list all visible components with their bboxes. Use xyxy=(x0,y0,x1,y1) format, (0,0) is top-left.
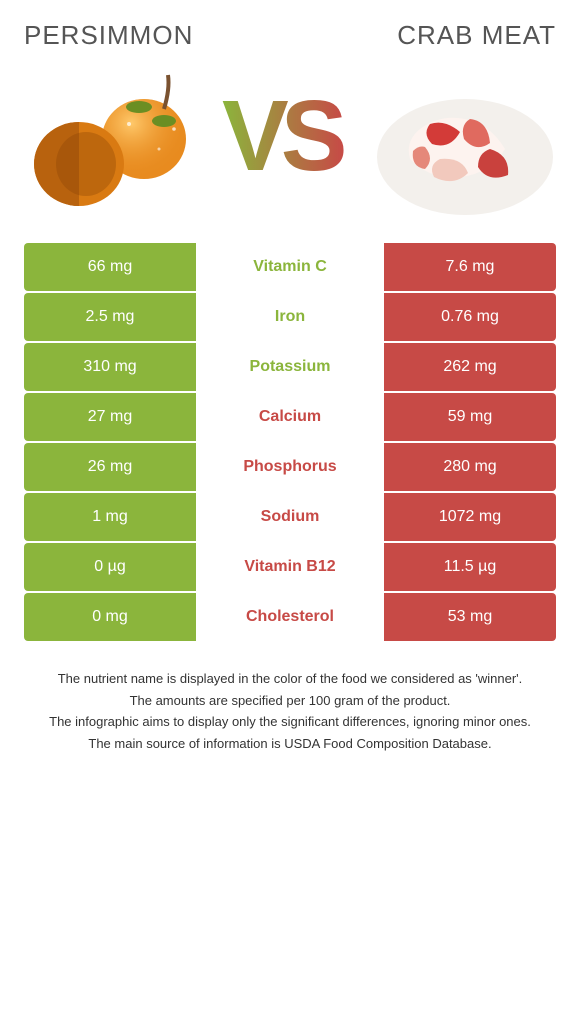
nutrient-label: Cholesterol xyxy=(196,593,384,641)
right-food-title: Crab meat xyxy=(397,20,556,51)
left-value-cell: 66 mg xyxy=(24,243,196,291)
nutrient-table: 66 mgVitamin C7.6 mg2.5 mgIron0.76 mg310… xyxy=(24,243,556,641)
table-row: 1 mgSodium1072 mg xyxy=(24,493,556,541)
nutrient-label: Iron xyxy=(196,293,384,341)
left-value-cell: 0 mg xyxy=(24,593,196,641)
nutrient-label: Sodium xyxy=(196,493,384,541)
table-row: 310 mgPotassium262 mg xyxy=(24,343,556,391)
left-value-cell: 1 mg xyxy=(24,493,196,541)
left-value-cell: 310 mg xyxy=(24,343,196,391)
left-value-cell: 0 µg xyxy=(24,543,196,591)
right-value-cell: 280 mg xyxy=(384,443,556,491)
footer-line: The main source of information is USDA F… xyxy=(34,734,546,754)
nutrient-label: Vitamin B12 xyxy=(196,543,384,591)
vs-label: VS xyxy=(222,82,362,207)
left-value-cell: 27 mg xyxy=(24,393,196,441)
table-row: 27 mgCalcium59 mg xyxy=(24,393,556,441)
hero-row: VS xyxy=(24,69,556,219)
left-value-cell: 2.5 mg xyxy=(24,293,196,341)
crab-meat-image xyxy=(370,69,560,219)
table-row: 0 µgVitamin B1211.5 µg xyxy=(24,543,556,591)
nutrient-label: Vitamin C xyxy=(196,243,384,291)
footer-line: The nutrient name is displayed in the co… xyxy=(34,669,546,689)
infographic-container: Persimmon Crab meat xyxy=(0,0,580,753)
right-value-cell: 7.6 mg xyxy=(384,243,556,291)
table-row: 0 mgCholesterol53 mg xyxy=(24,593,556,641)
titles-row: Persimmon Crab meat xyxy=(24,20,556,51)
left-value-cell: 26 mg xyxy=(24,443,196,491)
footer-line: The infographic aims to display only the… xyxy=(34,712,546,732)
right-value-cell: 0.76 mg xyxy=(384,293,556,341)
svg-text:VS: VS xyxy=(222,82,344,192)
table-row: 2.5 mgIron0.76 mg xyxy=(24,293,556,341)
table-row: 26 mgPhosphorus280 mg xyxy=(24,443,556,491)
footer-notes: The nutrient name is displayed in the co… xyxy=(24,669,556,753)
footer-line: The amounts are specified per 100 gram o… xyxy=(34,691,546,711)
persimmon-image xyxy=(24,69,214,219)
right-value-cell: 1072 mg xyxy=(384,493,556,541)
right-value-cell: 262 mg xyxy=(384,343,556,391)
nutrient-label: Calcium xyxy=(196,393,384,441)
nutrient-label: Phosphorus xyxy=(196,443,384,491)
nutrient-label: Potassium xyxy=(196,343,384,391)
left-food-title: Persimmon xyxy=(24,20,193,51)
right-value-cell: 11.5 µg xyxy=(384,543,556,591)
right-value-cell: 53 mg xyxy=(384,593,556,641)
table-row: 66 mgVitamin C7.6 mg xyxy=(24,243,556,291)
right-value-cell: 59 mg xyxy=(384,393,556,441)
